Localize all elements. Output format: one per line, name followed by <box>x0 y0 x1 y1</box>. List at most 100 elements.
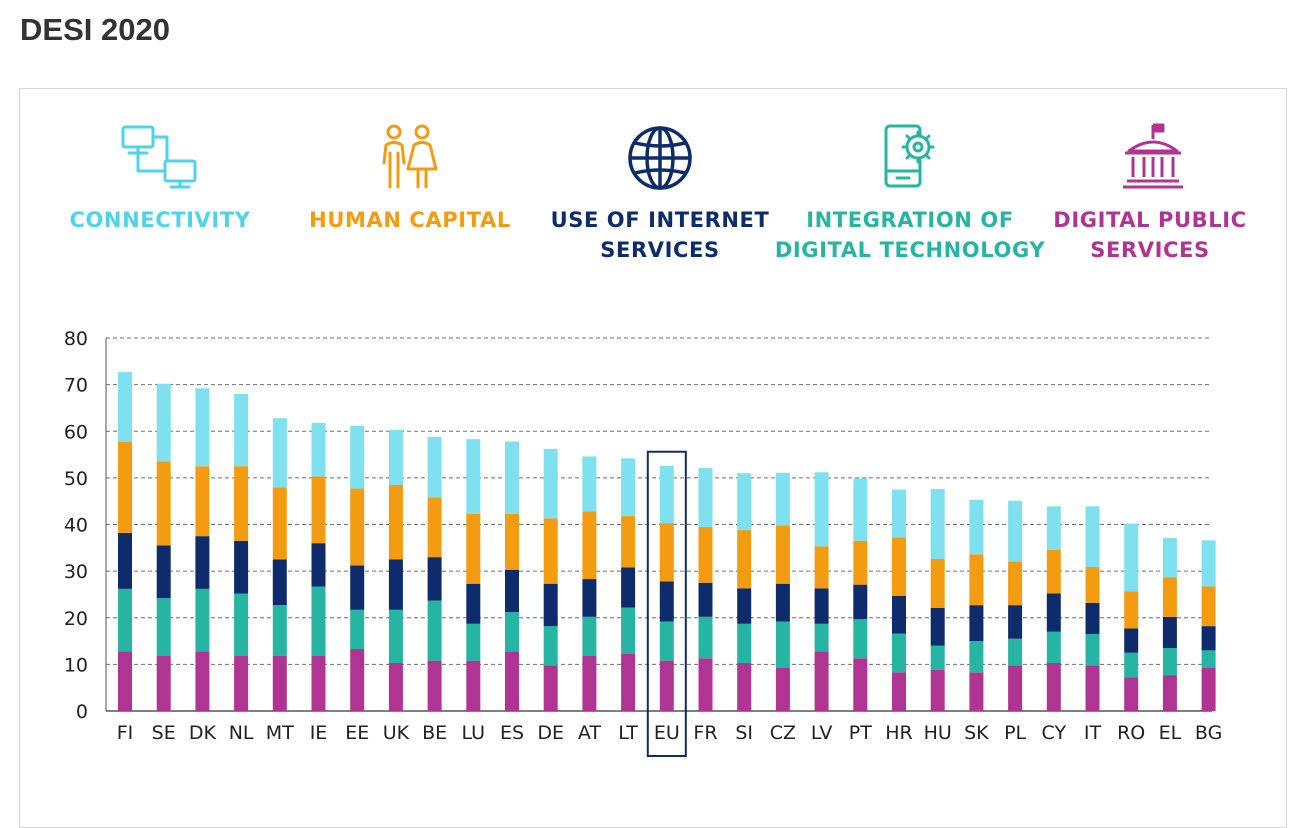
bar-segment <box>775 583 790 622</box>
bar-segment <box>350 609 365 649</box>
bar-segment <box>1124 628 1139 653</box>
bar-segment <box>1124 652 1139 678</box>
bar-segment <box>466 513 481 584</box>
x-tick-label: ES <box>500 722 524 744</box>
x-tick-label: AT <box>578 722 602 744</box>
bar-segment <box>1124 523 1139 592</box>
x-tick-label: LU <box>462 722 486 744</box>
bar-segment <box>969 499 984 555</box>
bar-segment <box>1085 566 1100 603</box>
legend-label-public-services: DIGITAL PUBLIC SERVICES <box>1053 208 1247 262</box>
x-tick-label: MT <box>266 722 294 744</box>
phone-gear-icon <box>884 124 935 188</box>
bar-segment <box>118 372 132 442</box>
bar-segment <box>737 623 752 663</box>
bar-segment <box>1162 577 1177 617</box>
bar-segment <box>388 559 403 610</box>
bar-segment <box>1162 616 1177 649</box>
chart-panel: CONNECTIVITY HUMAN CAPITAL <box>19 88 1287 828</box>
bar-segment <box>388 609 403 663</box>
bar-segment <box>814 623 829 652</box>
bar-segment <box>737 473 752 531</box>
bar-segment <box>1008 561 1023 606</box>
bar-segment <box>892 633 906 673</box>
bar-segment <box>853 540 868 585</box>
bar-segment <box>311 586 326 656</box>
x-tick-label: CY <box>1042 722 1067 744</box>
bar-segment <box>505 513 519 570</box>
bar-segment <box>311 655 326 711</box>
two-people-icon <box>382 124 438 189</box>
bar-segment <box>853 619 868 659</box>
bar-segment <box>1201 626 1216 651</box>
bar-segment <box>195 388 210 467</box>
bar-segment <box>1162 675 1177 711</box>
bar-segment <box>234 655 249 711</box>
bar-segment <box>195 536 210 589</box>
bar-segment <box>1046 662 1061 711</box>
bar-segment <box>698 658 713 711</box>
bar-segment <box>350 648 365 711</box>
y-tick-label: 80 <box>64 328 88 350</box>
bar-segment <box>621 458 636 517</box>
bar-segment <box>775 472 790 526</box>
x-tick-label: CZ <box>770 722 796 744</box>
y-tick-label: 40 <box>64 515 88 537</box>
bar-segment <box>350 425 365 489</box>
bar-segment <box>582 579 597 617</box>
y-tick-label: 70 <box>64 375 88 397</box>
bar-segment <box>853 478 868 541</box>
bar-segment <box>969 605 984 642</box>
bar-segment <box>582 616 597 656</box>
bar-segment <box>311 422 326 477</box>
bar-segment <box>1201 650 1216 668</box>
bar-segment <box>234 540 249 594</box>
bar-segment <box>543 626 558 666</box>
bar-segment <box>427 497 442 558</box>
bar-segment <box>505 651 519 711</box>
bar-segment <box>156 655 171 711</box>
bar-segment <box>272 605 287 656</box>
bar-segment <box>853 584 868 620</box>
bar-segment <box>930 607 945 646</box>
x-tick-label: IE <box>310 722 328 744</box>
bar-segment <box>930 559 945 608</box>
bar-segment <box>311 543 326 587</box>
bar-segment <box>118 441 132 533</box>
bar-segment <box>621 607 636 654</box>
bar-segment <box>195 588 210 652</box>
x-tick-label: NL <box>229 722 254 744</box>
bar-segment <box>737 530 752 589</box>
page-title: DESI 2020 <box>20 12 170 47</box>
bar-segment <box>505 612 519 652</box>
bar-segment <box>1046 549 1061 594</box>
bar-segment <box>621 516 636 568</box>
bar-segment <box>1046 593 1061 632</box>
x-tick-label: SI <box>735 722 753 744</box>
bar-segment <box>1085 634 1100 666</box>
bar-segment <box>118 651 132 711</box>
bar-segment <box>1008 500 1023 562</box>
y-tick-label: 60 <box>64 421 88 443</box>
bar-segment <box>156 383 171 462</box>
bar-segment <box>621 653 636 711</box>
bar-segment <box>892 595 906 634</box>
legend-label-internet-services: USE OF INTERNET SERVICES <box>550 208 770 262</box>
bar-segment <box>311 476 326 544</box>
bar-segment <box>466 439 481 514</box>
bar-segment <box>156 545 171 599</box>
bar-segment <box>156 461 171 546</box>
bar-segment <box>659 581 674 622</box>
connected-computers-icon <box>121 125 197 189</box>
x-tick-label: BG <box>1195 722 1222 744</box>
bar-segment <box>892 537 906 596</box>
x-tick-label: FR <box>693 722 717 744</box>
bar-segment <box>698 582 713 617</box>
x-tick-label: EU <box>654 722 680 744</box>
y-tick-label: 50 <box>64 468 88 490</box>
bar-segment <box>427 557 442 601</box>
bar-segment <box>930 489 945 560</box>
legend-label-digital-technology: INTEGRATION OF DIGITAL TECHNOLOGY <box>774 208 1046 262</box>
x-tick-label: EL <box>1159 722 1182 744</box>
